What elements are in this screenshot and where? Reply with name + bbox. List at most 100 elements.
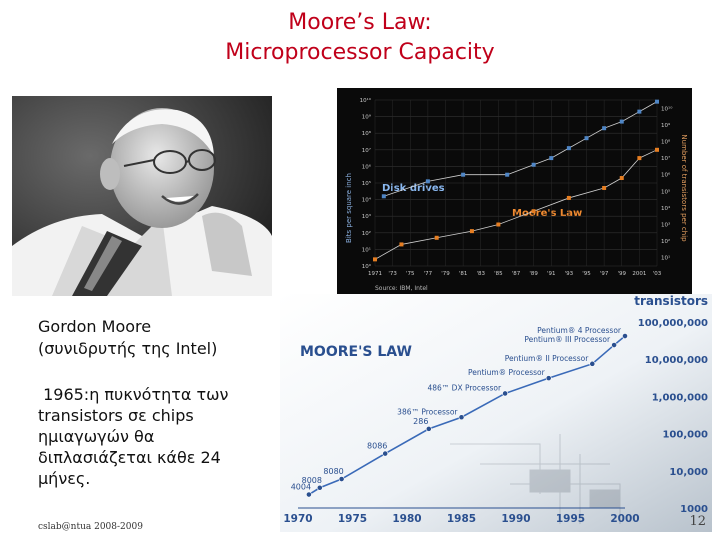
chart2-y-tick: 10,000,000 — [645, 355, 708, 366]
chart1-point-moore — [496, 222, 501, 227]
chart2-point-label: 8008 — [302, 476, 322, 485]
chart1-y-right-tick: 10⁷ — [661, 155, 670, 162]
chart2-x-tick: 1990 — [501, 513, 530, 525]
chart1-point-moore — [434, 235, 439, 240]
chart2-y-tick: 100,000,000 — [638, 318, 708, 329]
chart2-background — [280, 294, 712, 532]
chart1-point-disk — [549, 156, 554, 161]
chart1-y-right-tick: 10⁵ — [661, 188, 670, 195]
chart1-x-tick: '03 — [653, 271, 662, 277]
chart1-y-right-tick: 10¹⁰ — [661, 105, 673, 112]
body-line: ημιαγωγών θα — [38, 427, 155, 446]
chart1-point-moore — [602, 185, 607, 190]
circuit-texture — [450, 434, 621, 524]
caption-name: Gordon Moore — [38, 317, 152, 336]
chart1-point-disk — [637, 109, 642, 114]
chart2-point — [425, 425, 432, 432]
chart1-x-tick: '93 — [565, 271, 574, 277]
body-line: transistors σε chips — [38, 406, 194, 425]
chart1-point-moore — [373, 257, 377, 262]
chart1-source: Source: IBM, Intel — [375, 285, 428, 292]
chart1-point-moore — [637, 156, 642, 161]
chart2-title: MOORE'S LAW — [300, 344, 412, 360]
chart2-x-tick: 1985 — [447, 513, 476, 525]
caption-role: (συνιδρυτής της Intel) — [38, 339, 218, 358]
chart1-x-tick: 1971 — [368, 271, 382, 277]
chart1-y-right-tick: 10⁴ — [661, 205, 671, 212]
chart1-left-axis-label: Bits per square inch — [345, 173, 353, 243]
chart2-point-label: 8080 — [323, 467, 343, 476]
chart2-point-label: 8086 — [367, 442, 387, 451]
chart2-point-label: Pentium® Processor — [468, 368, 546, 377]
chart2-point — [611, 342, 617, 348]
chart1-y-left-tick: 10⁷ — [362, 147, 371, 154]
chart2-point — [622, 333, 628, 339]
chart1-x-tick: '89 — [529, 271, 538, 277]
chart1-point-disk — [619, 119, 624, 124]
chart2-point-label: Pentium® II Processor — [505, 354, 589, 363]
chart2-x-tick: 1995 — [556, 513, 585, 525]
chart2-y-tick: 10,000 — [669, 467, 708, 478]
chart1-x-tick: '79 — [441, 271, 450, 277]
chart1-y-right-tick: 10⁸ — [661, 139, 671, 146]
chart1-point-disk — [584, 136, 589, 141]
chart1-y-left-tick: 10⁹ — [362, 114, 371, 121]
title-line-2: Microprocessor Capacity — [225, 40, 495, 65]
moores-law-transistors-chart: MOORE'S LAW transistors 1970 1975 1980 1985… — [280, 294, 712, 532]
chart1-point-moore — [655, 147, 659, 152]
chart2-y-tick: 1000 — [680, 504, 708, 515]
chart1-y-right-tick: 10⁶ — [661, 172, 671, 179]
chart2-point-label: 4004 — [291, 483, 311, 492]
chart1-x-tick: '99 — [617, 271, 626, 277]
body-line: διπλασιάζεται κάθε 24 — [38, 448, 221, 467]
body-line: μήνες. — [38, 469, 91, 488]
photo-caption: Gordon Moore (συνιδρυτής της Intel) — [38, 316, 217, 360]
chart1-x-tick: '73 — [388, 271, 397, 277]
chart1-x-tick: '85 — [494, 271, 503, 277]
chart2-unit-label: transistors — [634, 294, 708, 308]
chart1-point-moore — [531, 209, 536, 214]
chart1-y-left-tick: 10⁵ — [362, 180, 371, 187]
chart1-point-disk — [381, 194, 386, 199]
chart1-point-disk — [425, 179, 430, 184]
chart1-series-label-moore: Moore's Law — [512, 208, 582, 219]
chart2-point — [589, 360, 596, 367]
chart1-y-left-tick: 10⁶ — [362, 163, 372, 170]
chart1-point-disk — [461, 172, 466, 177]
slide-title: Moore’s Law: Microprocessor Capacity — [0, 8, 720, 68]
body-line: 1965:η πυκνότητα των — [38, 385, 229, 404]
body-text: 1965:η πυκνότητα των transistors σε chip… — [38, 384, 268, 489]
chart1-y-left-tick: 10¹ — [362, 246, 371, 253]
chart2-point — [316, 484, 323, 491]
chart1-point-disk — [531, 162, 536, 167]
chart1-x-tick: '75 — [406, 271, 415, 277]
chart2-x-tick: 1975 — [338, 513, 367, 525]
disk-drives-moores-law-chart: Source: IBM, Intel Bits per square inch … — [337, 88, 692, 296]
portrait-photo — [12, 96, 272, 296]
chart1-x-tick: '83 — [476, 271, 485, 277]
chart1-y-right-tick: 10³ — [661, 222, 670, 229]
chart2-point-label: 286 — [413, 417, 428, 426]
chart2-point — [458, 414, 465, 421]
chart1-point-disk — [566, 146, 571, 151]
chart1-point-disk — [655, 99, 659, 104]
chart1-y-left-tick: 10³ — [362, 213, 371, 220]
chart1-y-right-tick: 10² — [661, 238, 670, 245]
chart2-x-tick: 1970 — [283, 513, 312, 525]
chart1-right-axis-label: Number of transistors per chip — [680, 134, 688, 242]
chart1-x-tick: '91 — [547, 271, 556, 277]
chart1-x-tick: '77 — [424, 271, 433, 277]
chart1-point-moore — [566, 195, 571, 200]
chart1-y-left-tick: 10² — [362, 230, 371, 237]
chart2-point-label: 486™ DX Processor — [427, 383, 502, 392]
chart2-point — [382, 450, 389, 457]
chart1-y-right-tick: 10¹ — [661, 255, 670, 262]
chart1-y-left-tick: 10⁴ — [362, 197, 372, 204]
chart2-x-tick: 1980 — [392, 513, 421, 525]
chart1-point-moore — [399, 242, 404, 247]
chart2-point — [338, 476, 345, 482]
chart1-series-line-disk — [383, 101, 658, 197]
chart2-point-label: Pentium® III Processor — [524, 335, 611, 344]
chart1-point-moore — [619, 176, 624, 181]
chart2-point-label: Pentium® 4 Processor — [537, 326, 622, 335]
